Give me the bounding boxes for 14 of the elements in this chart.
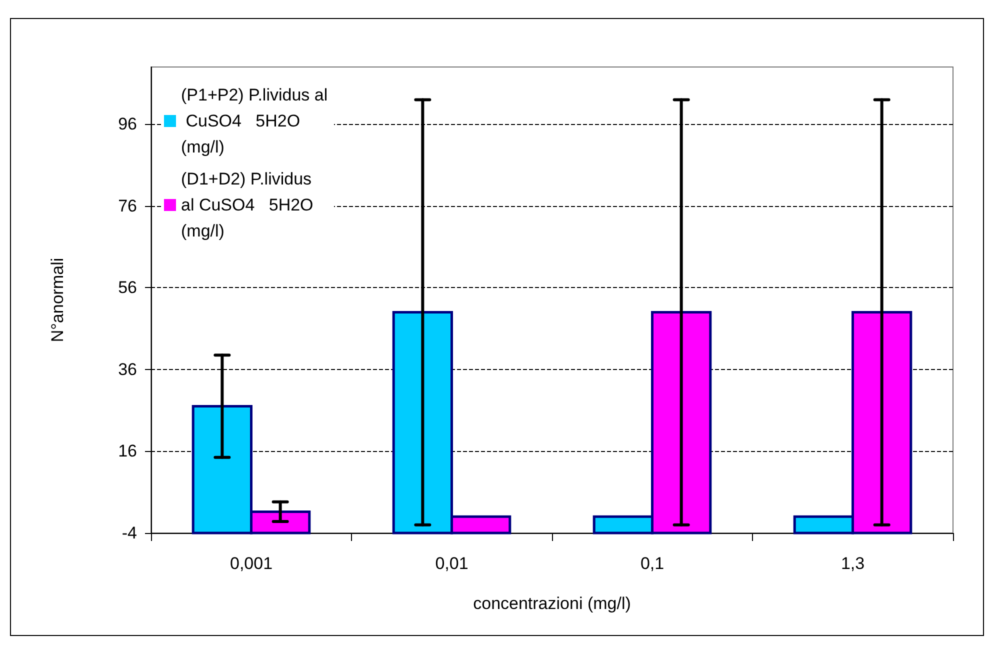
legend-label: (D1+D2) P.lividus al CuSO4 5H2O (mg/l) [181, 170, 318, 240]
legend-label: (P1+P2) P.lividus al CuSO4 5H2O (mg/l) [181, 86, 328, 156]
x-tick-label: 0,001 [230, 554, 273, 573]
y-tick-label: 56 [118, 278, 137, 298]
x-axis-title: concentrazioni (mg/l) [473, 594, 631, 613]
x-tick-label: 0,1 [640, 554, 664, 573]
y-tick-label: 16 [118, 442, 137, 461]
y-tick-label: 96 [118, 114, 137, 134]
x-tick-label: 0,01 [435, 554, 468, 573]
x-tick-label: 1,3 [840, 554, 865, 573]
y-axis-title: N°anormali [48, 258, 67, 342]
y-tick-label: 36 [118, 360, 137, 379]
y-tick-label: -4 [122, 524, 137, 542]
y-tick-label: 76 [118, 196, 137, 216]
